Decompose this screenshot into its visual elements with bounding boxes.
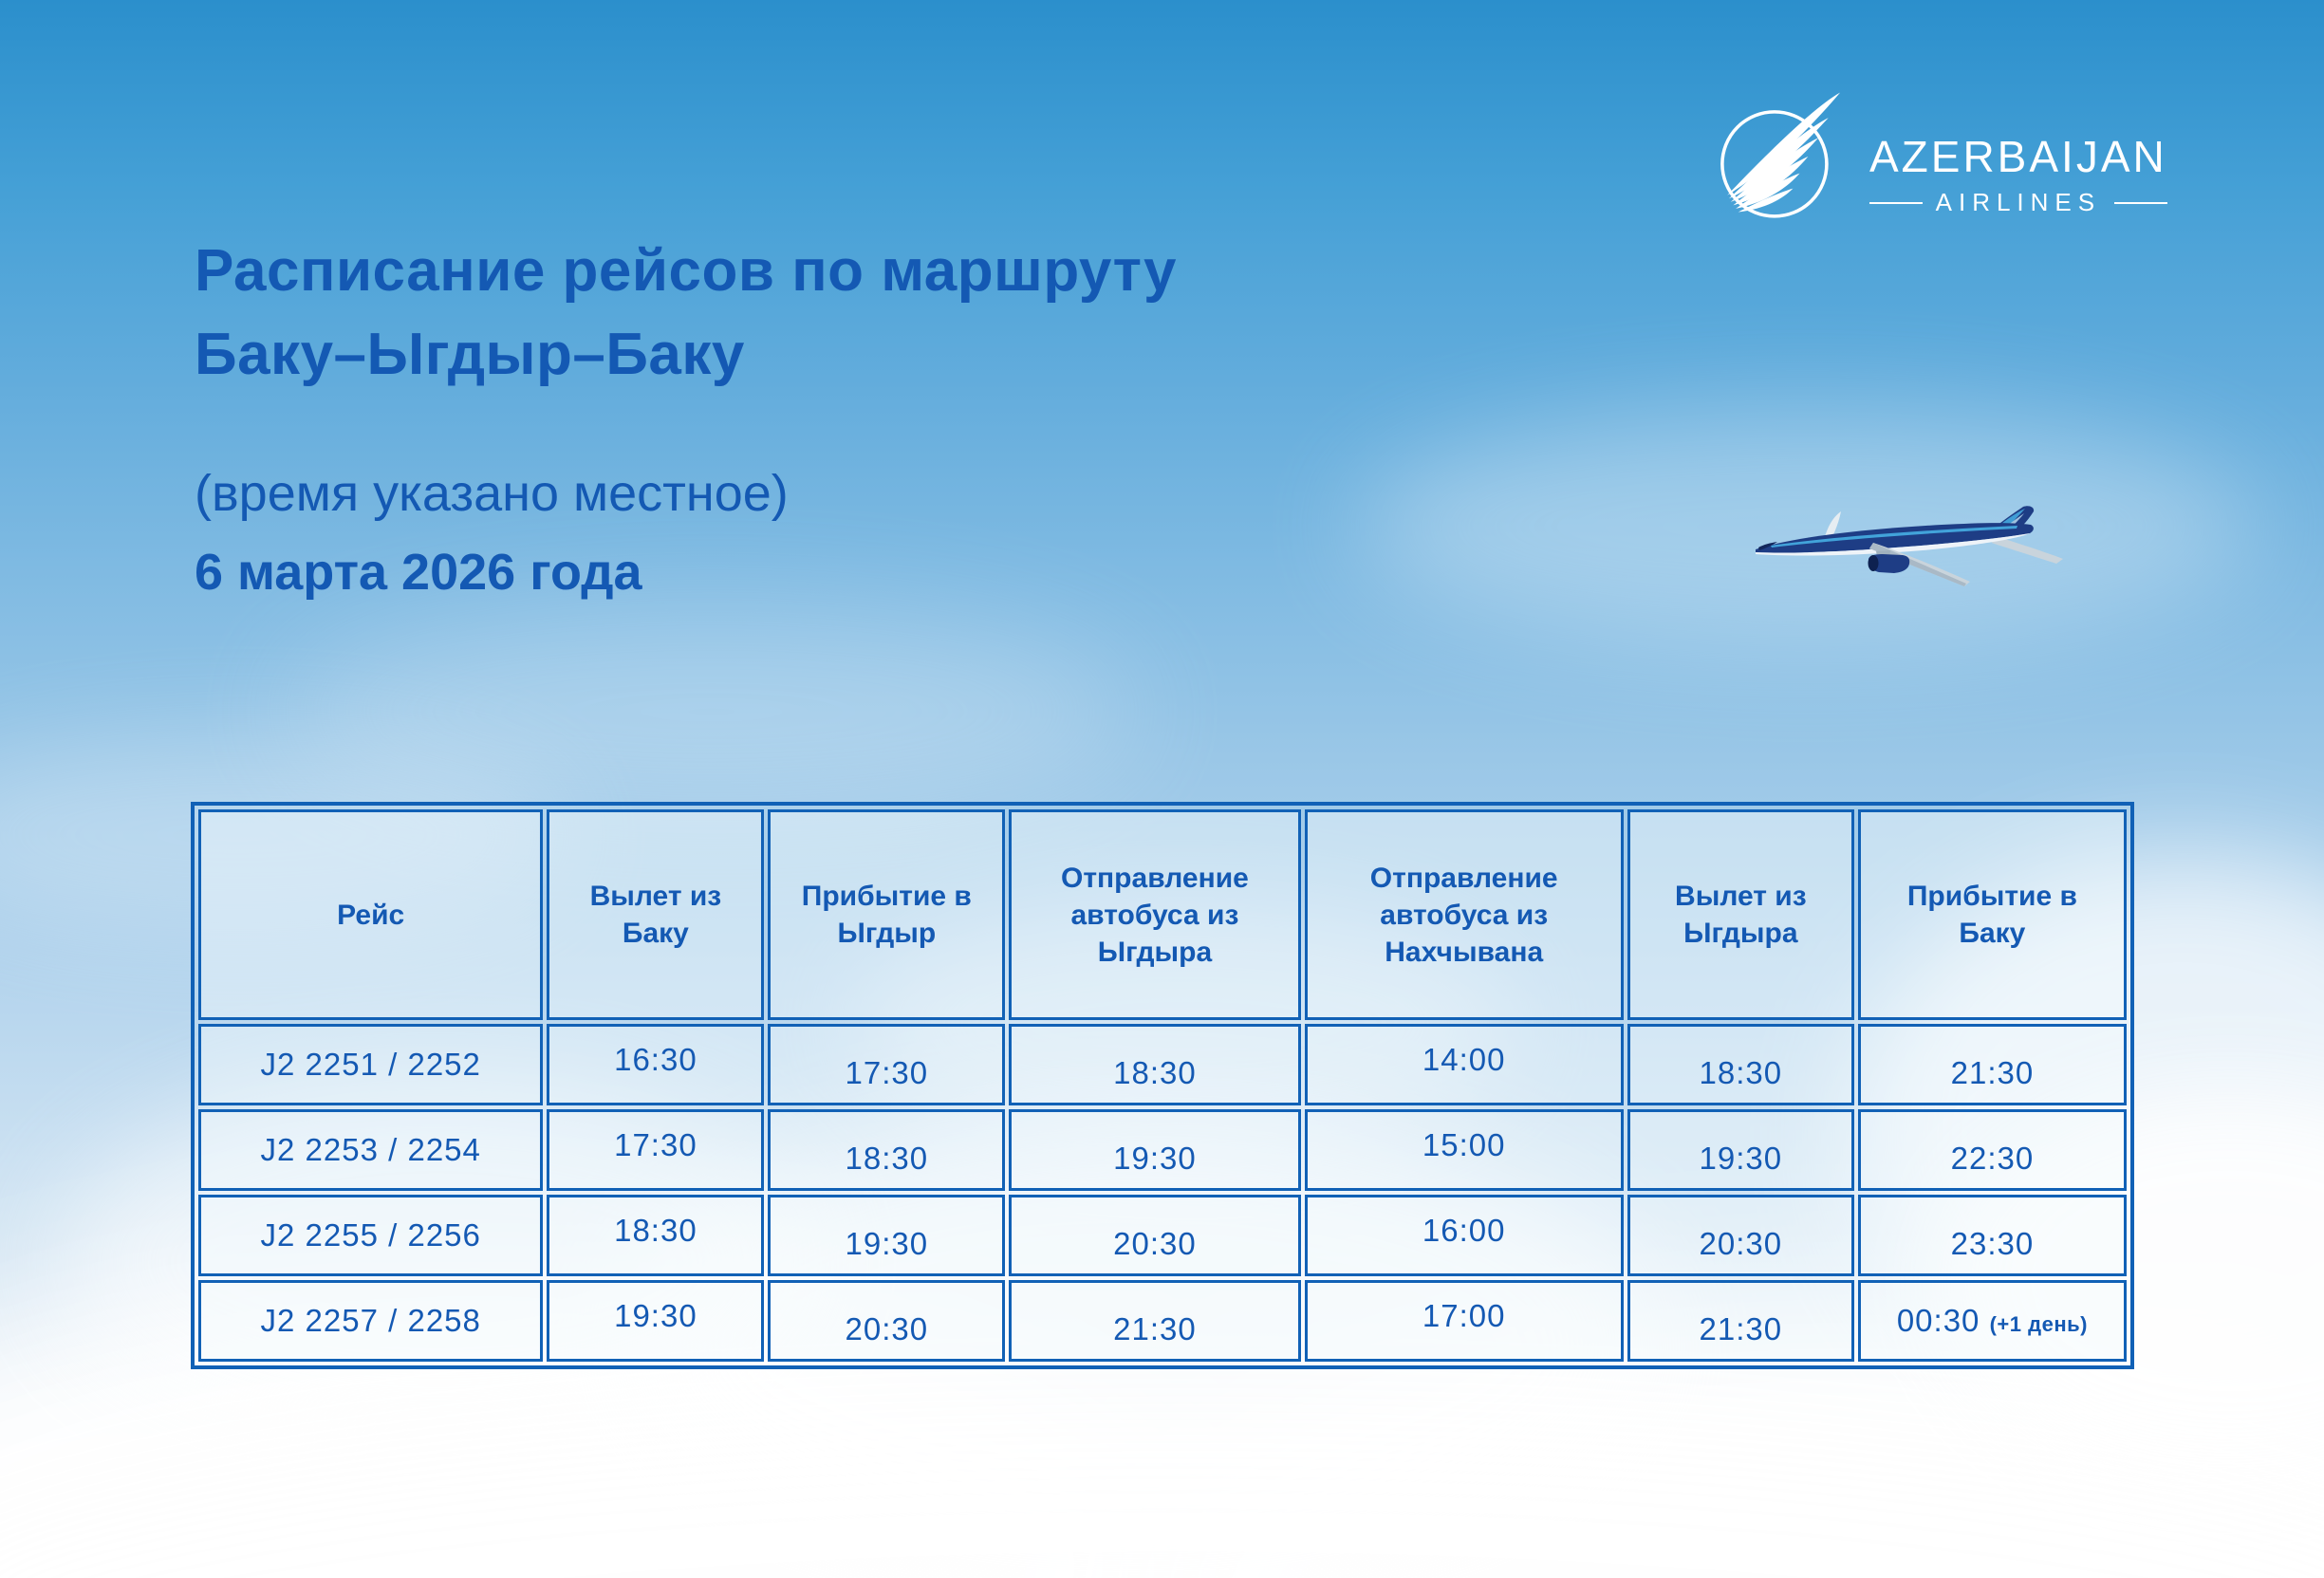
time-cell: 19:30	[547, 1280, 765, 1362]
time-cell: 17:30	[547, 1109, 765, 1191]
airplane-image	[1756, 506, 2063, 586]
wing-circle-icon	[1720, 92, 1841, 218]
time-cell: 14:00	[1304, 1024, 1624, 1105]
plus-one-day-note: (+1 день)	[1989, 1312, 2088, 1336]
time-cell: 17:00	[1304, 1280, 1624, 1362]
table-row: J2 2255 / 2256 18:30 19:30 20:30 16:00 2…	[198, 1195, 2127, 1276]
flight-number-cell: J2 2251 / 2252	[198, 1024, 544, 1105]
subtitle-block: (время указано местное) 6 марта 2026 год…	[195, 457, 789, 608]
time-cell: 19:30	[768, 1195, 1006, 1276]
time-cell: 21:30	[1857, 1024, 2127, 1105]
airline-subtitle-row: AIRLINES	[1869, 188, 2167, 217]
time-cell: 23:30	[1857, 1195, 2127, 1276]
col-header-bus-from-igdir: Отправление автобуса из Ыгдыра	[1009, 809, 1301, 1020]
page-title-line2: Баку–Ыгдыр–Баку	[195, 322, 745, 388]
time-cell: 16:30	[547, 1024, 765, 1105]
time-cell: 22:30	[1857, 1109, 2127, 1191]
col-header-arrival-baku: Прибытие в Баку	[1857, 809, 2127, 1020]
cloud-shape	[0, 1423, 2324, 1578]
page-title-line1: Расписание рейсов по маршруту	[195, 238, 1178, 304]
col-header-departure-igdir: Вылет из Ыгдыра	[1627, 809, 1854, 1020]
arrival-time: 00:30	[1896, 1303, 1980, 1338]
time-cell: 21:30	[1009, 1280, 1301, 1362]
time-cell: 18:30	[1627, 1024, 1854, 1105]
schedule-date: 6 марта 2026 года	[195, 543, 642, 601]
table-row: J2 2257 / 2258 19:30 20:30 21:30 17:00 2…	[198, 1280, 2127, 1362]
time-cell: 15:00	[1304, 1109, 1624, 1191]
flight-number-cell: J2 2257 / 2258	[198, 1280, 544, 1362]
time-cell: 20:30	[768, 1280, 1006, 1362]
time-cell: 18:30	[768, 1109, 1006, 1191]
flight-number-cell: J2 2253 / 2254	[198, 1109, 544, 1191]
time-cell: 19:30	[1009, 1109, 1301, 1191]
logo-left-line	[1869, 201, 1923, 204]
col-header-departure-baku: Вылет из Баку	[547, 809, 765, 1020]
airline-name: AZERBAIJAN	[1869, 132, 2167, 181]
col-header-arrival-igdir: Прибытие в Ыгдыр	[768, 809, 1006, 1020]
time-cell-next-day: 00:30 (+1 день)	[1857, 1280, 2127, 1362]
col-header-bus-from-nakhchivan: Отправление автобуса из Нахчывана	[1304, 809, 1624, 1020]
table-header-row: Рейс Вылет из Баку Прибытие в Ыгдыр Отпр…	[198, 809, 2127, 1020]
time-cell: 19:30	[1627, 1109, 1854, 1191]
time-cell: 18:30	[1009, 1024, 1301, 1105]
cloud-shape	[285, 607, 1139, 816]
local-time-note: (время указано местное)	[195, 465, 789, 522]
logo-right-line	[2114, 201, 2167, 204]
airline-type: AIRLINES	[1935, 188, 2102, 216]
flight-number-cell: J2 2255 / 2256	[198, 1195, 544, 1276]
flight-schedule-table: Рейс Вылет из Баку Прибытие в Ыгдыр Отпр…	[191, 802, 2134, 1369]
table-row: J2 2251 / 2252 16:30 17:30 18:30 14:00 1…	[198, 1024, 2127, 1105]
airline-logo: AZERBAIJAN AIRLINES	[1714, 82, 2167, 230]
time-cell: 20:30	[1009, 1195, 1301, 1276]
time-cell: 17:30	[768, 1024, 1006, 1105]
table-row: J2 2253 / 2254 17:30 18:30 19:30 15:00 1…	[198, 1109, 2127, 1191]
time-cell: 16:00	[1304, 1195, 1624, 1276]
col-header-flight: Рейс	[198, 809, 544, 1020]
page-title: Расписание рейсов по маршруту Баку–Ыгдыр…	[195, 230, 1177, 397]
airline-logo-text: AZERBAIJAN AIRLINES	[1869, 135, 2167, 217]
time-cell: 21:30	[1627, 1280, 1854, 1362]
time-cell: 18:30	[547, 1195, 765, 1276]
time-cell: 20:30	[1627, 1195, 1854, 1276]
